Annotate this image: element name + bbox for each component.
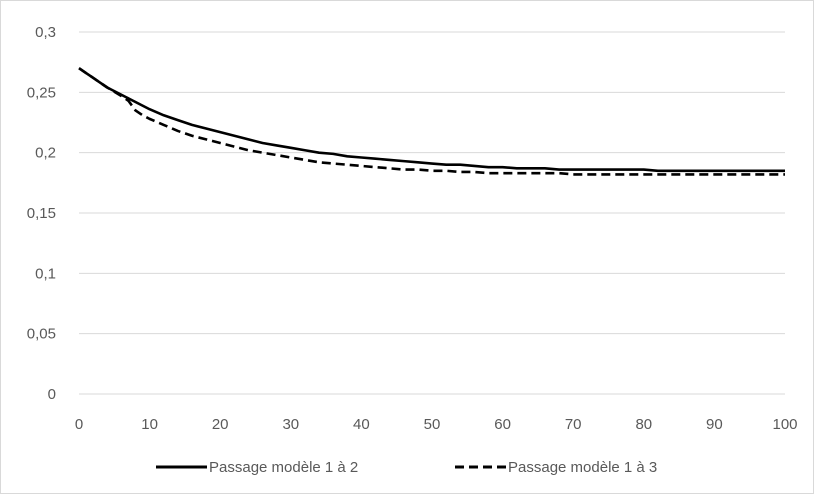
x-tick-label-2: 20	[212, 416, 229, 433]
legend-item-series-2: Passage modèle 1 à 3	[455, 459, 657, 476]
x-tick-label-9: 90	[706, 416, 723, 433]
y-tick-label-4: 0,2	[35, 145, 56, 162]
series-line-2	[78, 67, 785, 176]
legend-label-series-2: Passage modèle 1 à 3	[508, 459, 657, 476]
x-tick-label-10: 100	[772, 416, 797, 433]
legend: Passage modèle 1 à 2 Passage modèle 1 à …	[156, 459, 657, 476]
x-tick-label-3: 30	[282, 416, 299, 433]
y-axis-ticks: 0 0,05 0,1 0,15 0,2 0,25 0,3	[27, 24, 56, 403]
x-tick-label-6: 60	[494, 416, 511, 433]
y-tick-label-0: 0	[48, 386, 56, 403]
x-tick-label-4: 40	[353, 416, 370, 433]
legend-label-series-1: Passage modèle 1 à 2	[209, 459, 358, 476]
x-axis-ticks: 0 10 20 30 40 50 60 70 80 90 100	[75, 416, 798, 433]
x-tick-label-8: 80	[635, 416, 652, 433]
x-tick-label-7: 70	[565, 416, 582, 433]
y-tick-label-5: 0,25	[27, 84, 56, 101]
series-lines	[78, 67, 785, 176]
series-line-1	[78, 67, 785, 173]
x-tick-label-0: 0	[75, 416, 83, 433]
x-tick-label-1: 10	[141, 416, 158, 433]
y-tick-label-2: 0,1	[35, 265, 56, 282]
y-tick-label-6: 0,3	[35, 24, 56, 41]
y-tick-label-1: 0,05	[27, 326, 56, 343]
grid-lines	[79, 31, 785, 395]
x-tick-label-5: 50	[424, 416, 441, 433]
y-tick-label-3: 0,15	[27, 205, 56, 222]
legend-item-series-1: Passage modèle 1 à 2	[156, 459, 358, 476]
